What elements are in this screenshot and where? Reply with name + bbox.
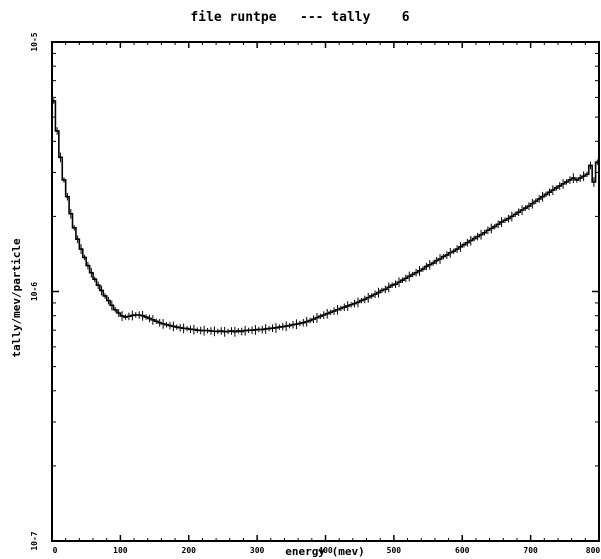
x-tick-label: 700 xyxy=(523,546,538,555)
histogram-series xyxy=(51,98,599,541)
x-tick-label: 800 xyxy=(586,546,601,555)
y-tick-label: 10-6 xyxy=(30,282,39,301)
x-tick-label: 0 xyxy=(53,546,58,555)
chart-title: file runtpe --- tally 6 xyxy=(190,10,409,25)
y-tick-label: 10-5 xyxy=(30,32,39,51)
y-axis-label: tally/mev/particle xyxy=(10,238,23,358)
x-tick-label: 400 xyxy=(318,546,333,555)
x-tick-label: 600 xyxy=(455,546,470,555)
y-tick-label: 10-7 xyxy=(30,531,39,550)
x-tick-label: 100 xyxy=(113,546,128,555)
axis-ticks: 0 100 200 300 400 500 600 700 800 10-7 10-6 10-5 xyxy=(30,32,600,555)
x-tick-label: 500 xyxy=(387,546,402,555)
x-tick-label: 200 xyxy=(182,546,197,555)
histogram-step-line xyxy=(51,100,599,541)
x-axis-label: energy (mev) xyxy=(285,545,364,558)
plot-frame xyxy=(51,41,600,542)
x-tick-label: 300 xyxy=(250,546,265,555)
